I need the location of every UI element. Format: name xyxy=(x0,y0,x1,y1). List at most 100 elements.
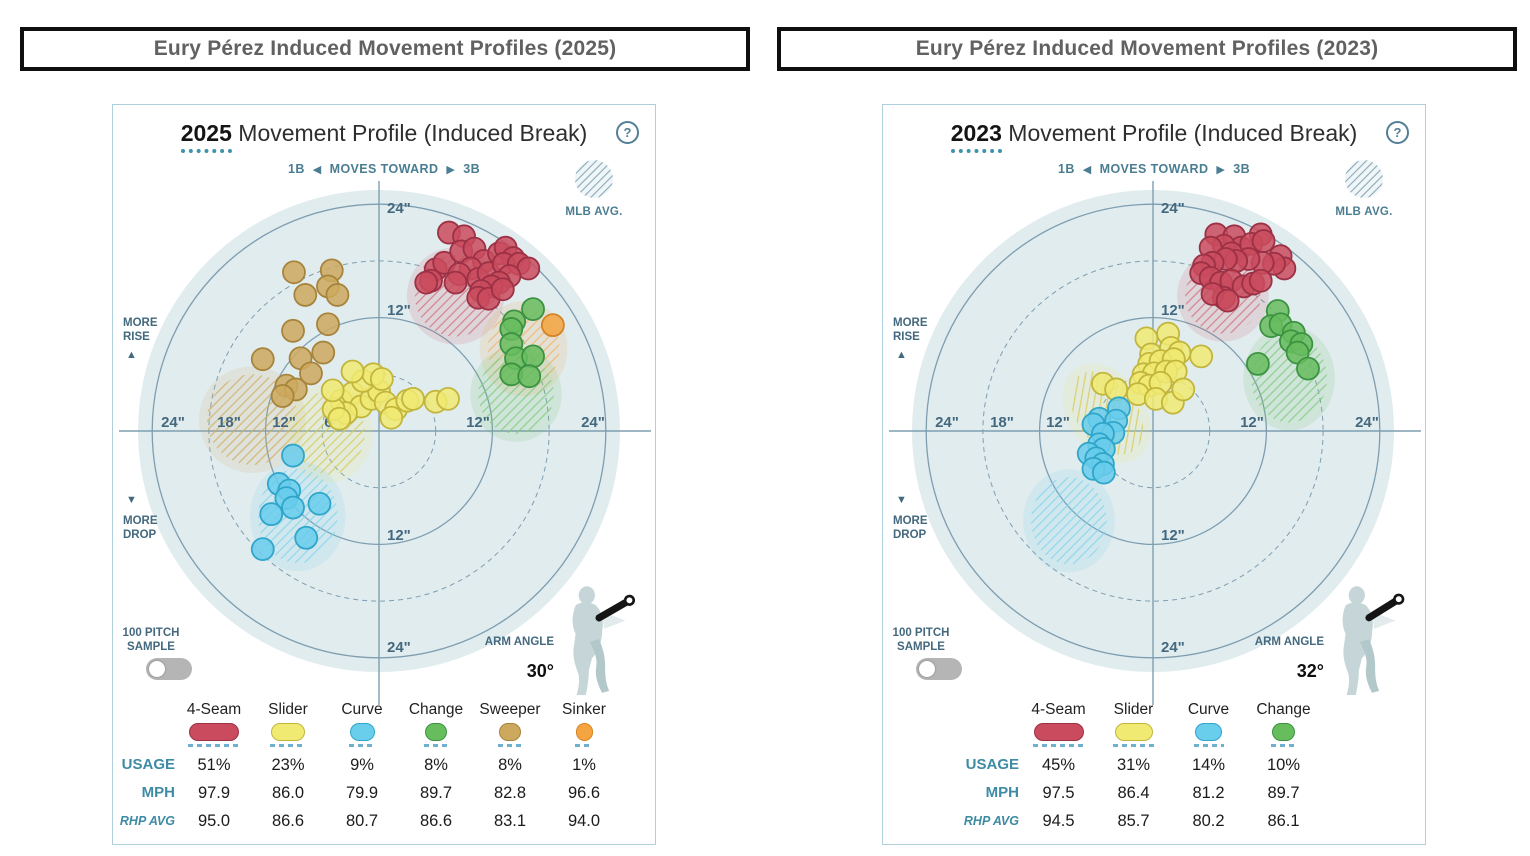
mlb-avg-badge: MLB AVG. xyxy=(554,159,634,218)
help-icon[interactable]: ? xyxy=(1386,121,1409,144)
pitch-swatch-cell xyxy=(251,721,325,751)
rise-arrow-icon: ▲ xyxy=(126,349,137,361)
rhp-avg-value: 85.7 xyxy=(1117,812,1150,830)
svg-text:24": 24" xyxy=(387,639,411,656)
direction-3b-label: 3B xyxy=(1233,162,1251,176)
stats-row-labels: USAGE MPH RHP AVG xyxy=(113,701,177,835)
svg-text:12": 12" xyxy=(387,302,411,319)
usage-value: 51% xyxy=(197,756,231,774)
svg-text:18": 18" xyxy=(217,414,241,431)
arrow-left-icon: ◀ xyxy=(312,164,322,176)
pitch-swatch-cell xyxy=(1021,721,1096,751)
series-change xyxy=(499,297,545,389)
svg-text:12": 12" xyxy=(1240,414,1264,431)
pitch-table-columns: 4-Seam 45% 97.5 94.5 Slider 31% 86.4 85.7 Curve 1… xyxy=(1021,701,1321,835)
pitch-name: Slider xyxy=(268,701,308,718)
pitch-column-curve: Curve 9% 79.9 80.7 xyxy=(325,701,399,835)
mph-value: 86.4 xyxy=(1117,784,1150,802)
pitch-stats-table: USAGE MPH RHP AVG 4-Seam 51% 97.9 95.0 Slide… xyxy=(113,701,621,835)
svg-text:12": 12" xyxy=(387,527,411,544)
pitch-color-swatch xyxy=(1272,723,1295,741)
rhp-avg-value: 94.5 xyxy=(1042,812,1075,830)
pitch-swatch-cell xyxy=(1096,721,1171,751)
direction-legend: 1B ◀ MOVES TOWARD ▶ 3B xyxy=(883,162,1425,176)
rhp-avg-row-label: RHP AVG xyxy=(963,814,1019,828)
chart-title-text: Movement Profile (Induced Break) xyxy=(1001,120,1358,146)
chart-title-year: 2025 xyxy=(180,120,232,153)
direction-3b-label: 3B xyxy=(463,162,481,176)
mlb-avg-hatch-icon xyxy=(575,160,613,198)
arm-angle-value: 30° xyxy=(526,661,554,681)
direction-label: MOVES TOWARD xyxy=(1099,162,1209,176)
pitch-stats-table: USAGE MPH RHP AVG 4-Seam 45% 97.5 94.5 Slide… xyxy=(883,701,1321,835)
pitch-sample-toggle[interactable] xyxy=(146,658,192,680)
rhp-avg-value: 80.2 xyxy=(1192,812,1225,830)
arrow-right-icon: ▶ xyxy=(446,164,456,176)
arm-angle-label: ARM ANGLE xyxy=(1254,636,1324,648)
pitch-name: Change xyxy=(408,701,464,718)
pitch-table-columns: 4-Seam 51% 97.9 95.0 Slider 23% 86.0 86.6 Curve 9… xyxy=(177,701,621,835)
usage-value: 31% xyxy=(1116,756,1151,774)
svg-text:12": 12" xyxy=(466,414,490,431)
arm-angle-value: 32° xyxy=(1296,661,1324,681)
rhp-avg-value: 94.0 xyxy=(567,812,601,830)
usage-value: 1% xyxy=(572,756,596,774)
mlb-avg-badge: MLB AVG. xyxy=(1324,159,1404,218)
pitch-color-swatch xyxy=(1033,723,1084,741)
svg-text:12": 12" xyxy=(272,414,296,431)
pitch-sample-toggle[interactable] xyxy=(916,658,962,680)
direction-1b-label: 1B xyxy=(1057,162,1075,176)
mlb-avg-label: MLB AVG. xyxy=(1335,206,1393,218)
mlb-usage-dash xyxy=(270,744,306,747)
movement-plot: 24"18"12"6"12"24"24"12"12"24" xyxy=(119,181,651,705)
pitch-swatch-cell xyxy=(177,721,251,751)
mlb-usage-dash xyxy=(575,744,593,747)
mph-value: 97.5 xyxy=(1042,784,1075,802)
pitch-column-curve: Curve 14% 81.2 80.2 xyxy=(1171,701,1246,835)
pitch-column-slider: Slider 23% 86.0 86.6 xyxy=(251,701,325,835)
stats-row-labels: USAGE MPH RHP AVG xyxy=(883,701,1021,835)
svg-text:12": 12" xyxy=(1046,414,1070,431)
pitch-color-swatch xyxy=(1114,723,1153,741)
mlb-usage-dash xyxy=(1112,744,1155,747)
pitch-name: Sinker xyxy=(562,701,606,718)
mlb-usage-dash xyxy=(497,744,523,747)
svg-text:24": 24" xyxy=(387,200,411,217)
pitch-color-swatch xyxy=(575,723,593,741)
pitcher-silhouette-icon xyxy=(1342,586,1405,695)
usage-value: 23% xyxy=(271,756,305,774)
mph-row-label: MPH xyxy=(141,784,175,801)
more-drop-label: MORE DROP xyxy=(893,515,928,542)
arrow-left-icon: ◀ xyxy=(1082,164,1092,176)
mph-value: 86.0 xyxy=(271,784,305,802)
mlb-usage-dash xyxy=(348,744,376,747)
series-4-seam xyxy=(414,220,541,311)
series-sweeper xyxy=(250,258,350,408)
pitch-column-change: Change 8% 89.7 86.6 xyxy=(399,701,473,835)
svg-text:12": 12" xyxy=(1161,527,1185,544)
panel-banner-text: Eury Pérez Induced Movement Profiles (20… xyxy=(153,37,617,60)
pitch-swatch-cell xyxy=(325,721,399,751)
rise-arrow-icon: ▲ xyxy=(896,349,907,361)
rhp-avg-row-label: RHP AVG xyxy=(119,814,175,828)
usage-value: 9% xyxy=(350,756,374,774)
svg-text:24": 24" xyxy=(1161,200,1185,217)
direction-legend: 1B ◀ MOVES TOWARD ▶ 3B xyxy=(113,162,655,176)
mph-row-label: MPH xyxy=(985,784,1019,801)
usage-value: 14% xyxy=(1191,756,1226,774)
mlb-usage-dash xyxy=(188,744,240,747)
movement-profile-card-2023: 2023 Movement Profile (Induced Break) ? … xyxy=(882,104,1426,845)
svg-text:18": 18" xyxy=(990,414,1014,431)
svg-text:24": 24" xyxy=(161,414,185,431)
toggle-knob-icon xyxy=(919,661,935,677)
mlb-avg-label: MLB AVG. xyxy=(565,206,623,218)
pitch-swatch-cell xyxy=(1171,721,1246,751)
usage-value: 45% xyxy=(1041,756,1076,774)
usage-value: 8% xyxy=(498,756,522,774)
movement-plot: 24" 18" 12" 12" 24" 24" 12" 12" 24" xyxy=(889,181,1421,705)
panel-banner-2023: Eury Pérez Induced Movement Profiles (20… xyxy=(777,27,1517,71)
more-rise-label: MORE RISE xyxy=(123,317,158,344)
chart-title: 2025 Movement Profile (Induced Break) xyxy=(113,120,655,153)
svg-text:24": 24" xyxy=(1355,414,1379,431)
help-icon[interactable]: ? xyxy=(616,121,639,144)
